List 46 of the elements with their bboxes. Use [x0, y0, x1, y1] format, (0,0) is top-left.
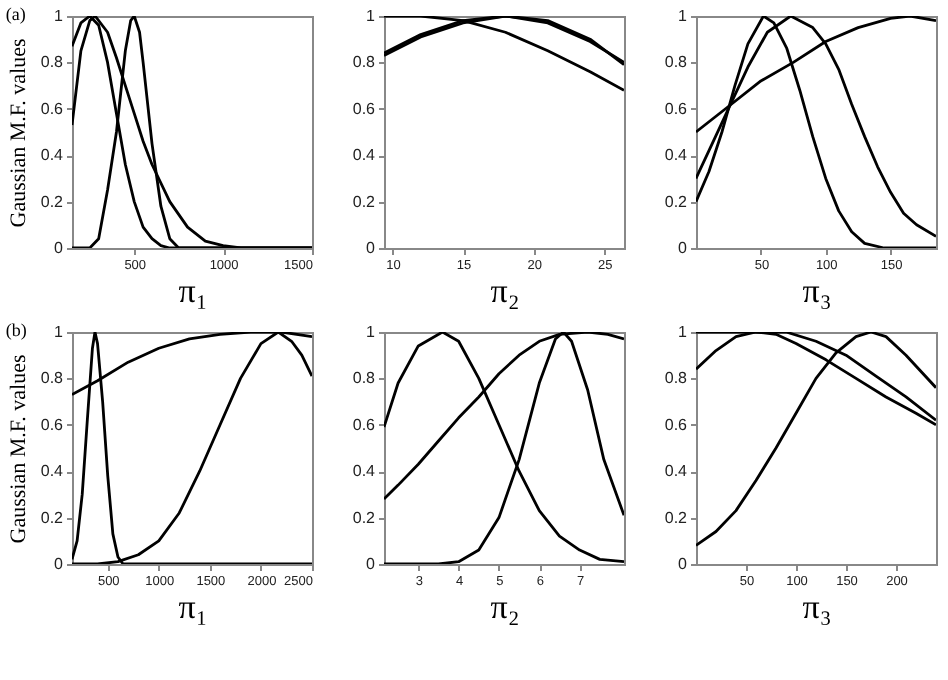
y-tick-label: 1 [54, 323, 65, 341]
y-tick-label: 0 [54, 555, 65, 573]
y-axis-title: Gaussian M.F. values [6, 354, 31, 544]
y-tick-label: 0.6 [664, 99, 689, 118]
x-axis-title: π₃ [802, 588, 832, 626]
y-tick-label: 0.4 [40, 462, 65, 481]
y-tick-label: 0.6 [40, 99, 65, 118]
y-tick-label: 0.2 [664, 192, 689, 211]
y-tick-label: 1 [366, 323, 377, 341]
y-tick-label: 0.4 [352, 146, 377, 165]
y-tick-label: 0 [366, 555, 377, 573]
y-tick-label: 0.6 [664, 415, 689, 434]
y-tick-label: 0.8 [664, 53, 689, 72]
y-tick-label: 0.4 [40, 146, 65, 165]
y-tick-label: 0.8 [40, 369, 65, 388]
y-tick-label: 0.2 [40, 508, 65, 527]
y-tick-label: 0.4 [352, 462, 377, 481]
y-tick-label: 1 [366, 7, 377, 25]
y-tick-label: 0.6 [40, 415, 65, 434]
y-tick-label: 0.2 [664, 508, 689, 527]
text: (b) [5, 320, 27, 340]
y-tick-label: 0.2 [40, 192, 65, 211]
y-tick-label: 0 [54, 239, 65, 257]
y-tick-label: 0.8 [664, 369, 689, 388]
y-tick-label: 1 [678, 323, 689, 341]
y-tick-label: 0.4 [664, 146, 689, 165]
y-axis-title: Gaussian M.F. values [6, 38, 31, 228]
y-tick-label: 0.6 [352, 99, 377, 118]
y-tick-label: 0.6 [352, 415, 377, 434]
x-axis-title: π₁ [178, 588, 208, 626]
x-axis-title: π₃ [802, 272, 832, 310]
y-tick-label: 0.8 [352, 53, 377, 72]
y-tick-label: 1 [54, 7, 65, 25]
y-tick-label: 1 [678, 7, 689, 25]
y-tick-label: 0.2 [352, 192, 377, 211]
y-tick-label: 0 [366, 239, 377, 257]
x-axis-title: π₂ [490, 588, 520, 626]
y-tick-label: 0.8 [40, 53, 65, 72]
x-axis-title: π₂ [490, 272, 520, 310]
y-tick-label: 0.8 [352, 369, 377, 388]
x-axis-title: π₁ [178, 272, 208, 310]
y-tick-label: 0 [678, 239, 689, 257]
y-tick-label: 0.4 [664, 462, 689, 481]
y-tick-label: 0.2 [352, 508, 377, 527]
y-tick-label: 0 [678, 555, 689, 573]
text: (a) [5, 4, 26, 24]
